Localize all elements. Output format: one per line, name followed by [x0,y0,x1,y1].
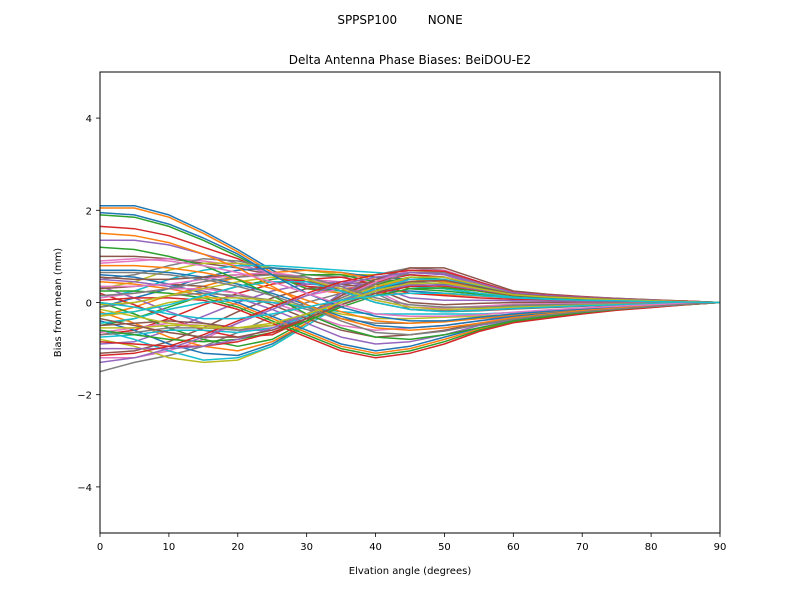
series-line-s60 [100,292,720,320]
series-line-s50 [100,281,720,315]
x-tick-label: 50 [438,542,451,553]
x-tick-label: 90 [714,542,727,553]
figure-suptitle: SPPSP100 NONE [337,13,462,27]
series-lines [100,204,720,373]
chart-title: Delta Antenna Phase Biases: BeiDOU-E2 [289,53,531,67]
y-tick-label: 0 [86,299,92,310]
x-tick-label: 30 [300,542,313,553]
series-line-s57 [100,257,720,318]
y-tick-label: −4 [77,483,92,494]
y-tick-label: −2 [77,391,92,402]
y-axis: −4 −2 0 2 4 [77,114,100,494]
x-tick-label: 40 [369,542,382,553]
x-tick-label: 0 [97,542,103,553]
x-tick-label: 20 [231,542,244,553]
series-line-s34 [100,297,720,359]
x-axis-label: Elvation angle (degrees) [349,566,472,577]
series-line-s52 [100,232,720,331]
x-tick-label: 80 [645,542,658,553]
series-line-s51 [100,211,720,322]
series-line-s58 [100,271,720,336]
x-tick-label: 60 [507,542,520,553]
x-tick-label: 70 [576,542,589,553]
y-axis-label: Bias from mean (mm) [53,248,64,358]
series-line-s59 [100,282,720,329]
y-tick-label: 4 [86,114,92,125]
x-tick-label: 10 [163,542,176,553]
series-line-s15 [100,281,720,345]
x-axis: 0 10 20 30 40 50 60 70 80 90 [97,533,727,553]
y-tick-label: 2 [86,206,92,217]
